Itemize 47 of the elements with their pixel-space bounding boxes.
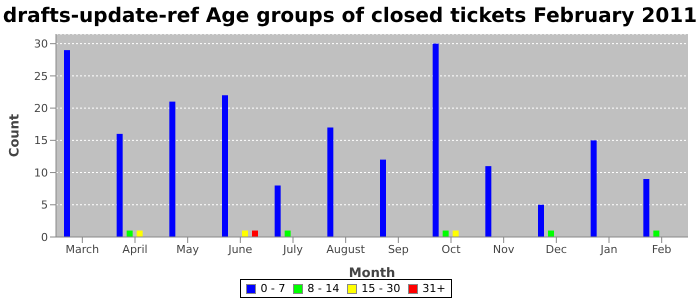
y-axis-title: Count	[8, 114, 23, 158]
x-tick-label: March	[66, 242, 100, 256]
bar	[327, 127, 334, 237]
legend-label: 8 - 14	[307, 282, 340, 295]
x-tick-label: Feb	[652, 242, 672, 256]
y-tick-label: 15	[34, 134, 48, 148]
bar	[64, 50, 70, 237]
bar	[242, 230, 248, 237]
bar	[452, 230, 459, 237]
x-tick-label: Sep	[388, 242, 409, 256]
x-tick-label: July	[282, 242, 304, 256]
bar	[222, 95, 228, 237]
bar	[548, 230, 554, 237]
x-tick-label: April	[122, 242, 148, 256]
bar	[432, 44, 439, 237]
bar	[653, 230, 660, 237]
bar	[643, 179, 650, 237]
x-axis-title: Month	[348, 266, 396, 281]
bar	[485, 166, 492, 237]
bar	[116, 134, 123, 237]
x-tick-label: Jan	[600, 242, 618, 256]
bar	[442, 230, 449, 237]
y-tick-label: 25	[34, 70, 48, 83]
x-tick-label: August	[326, 242, 366, 256]
bar	[380, 160, 386, 237]
bar	[538, 204, 544, 237]
x-tick-label: Nov	[492, 242, 515, 256]
legend-label: 31+	[422, 282, 446, 295]
legend-label: 15 - 30	[361, 282, 400, 295]
y-tick-label: 30	[34, 38, 48, 51]
bar	[274, 185, 281, 237]
bar	[126, 230, 133, 237]
bar	[169, 102, 176, 237]
legend-label: 0 - 7	[260, 282, 286, 295]
bar	[252, 230, 258, 237]
y-tick-label: 10	[34, 166, 48, 180]
y-tick-label: 0	[41, 230, 48, 244]
chart-title: drafts-update-ref Age groups of closed tickets February 2011	[2, 2, 698, 29]
y-tick-label: 20	[34, 102, 48, 116]
x-tick-label: Dec	[546, 242, 567, 256]
bar	[590, 140, 597, 237]
bar	[284, 230, 291, 237]
x-tick-label: May	[176, 242, 200, 256]
x-tick-label: June	[227, 242, 253, 256]
bar	[136, 230, 143, 237]
y-tick-label: 5	[41, 198, 48, 212]
x-tick-label: Oct	[441, 242, 462, 256]
